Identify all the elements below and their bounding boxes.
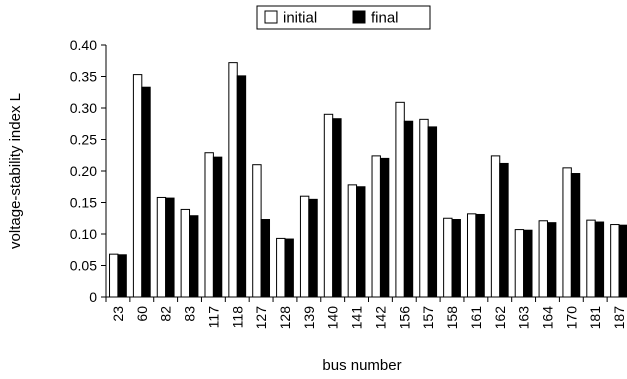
y-tick-label: 0.05 — [70, 258, 97, 274]
bar-initial-139 — [299, 195, 310, 298]
x-tick-label: 181 — [587, 306, 603, 330]
bar-final-60 — [141, 86, 151, 298]
x-tick-label: 83 — [182, 306, 198, 322]
x-tick-label: 161 — [468, 306, 484, 330]
plot-area: 0 0.05 0.10 0.15 0.20 0.25 0.30 0.35 0.40 23 60 82 8… — [70, 37, 627, 329]
legend-swatch-final — [352, 10, 366, 24]
x-tick-label: 127 — [253, 306, 269, 330]
x-tick-label: 141 — [349, 306, 365, 330]
x-tick-label: 164 — [539, 306, 555, 330]
bar-initial-161 — [466, 213, 477, 298]
bar-initial-127 — [252, 164, 262, 298]
bar-final-163 — [523, 229, 533, 298]
x-tick-label: 163 — [516, 306, 532, 330]
bar-final-181 — [594, 221, 605, 298]
bar-final-82 — [165, 197, 175, 298]
bar-final-118 — [236, 75, 247, 298]
y-tick-label: 0.25 — [70, 132, 97, 148]
y-tick-label: 0.35 — [70, 69, 97, 85]
legend: initial final — [256, 5, 431, 30]
bar-initial-23 — [109, 253, 119, 298]
bar-initial-157 — [419, 118, 429, 298]
bar-initial-60 — [132, 74, 143, 298]
bar-initial-117 — [204, 152, 214, 298]
x-tick-label: 140 — [325, 306, 341, 330]
y-tick-label: 0.15 — [70, 195, 97, 211]
x-tick-label: 23 — [110, 306, 126, 322]
bar-final-170 — [570, 173, 581, 298]
bar-initial-162 — [490, 155, 501, 298]
y-tick-label: 0.10 — [70, 226, 97, 242]
bar-final-162 — [499, 162, 509, 298]
bar-final-117 — [212, 156, 223, 298]
bar-initial-118 — [228, 62, 238, 298]
bar-final-156 — [403, 120, 414, 298]
x-tick-label: 157 — [420, 306, 436, 330]
bar-initial-82 — [156, 196, 167, 298]
bar-initial-164 — [538, 220, 548, 298]
x-tick-label: 162 — [492, 306, 508, 330]
bar-initial-170 — [562, 167, 572, 298]
legend-label-final: final — [371, 10, 399, 27]
legend-box — [256, 5, 431, 30]
y-tick-label: 0.20 — [70, 163, 97, 179]
bar-final-161 — [475, 213, 485, 298]
bar-initial-163 — [514, 229, 525, 298]
y-tick-label: 0.40 — [70, 37, 97, 53]
legend-label-initial: initial — [283, 10, 317, 27]
bar-initial-140 — [323, 113, 334, 298]
x-tick-label: 142 — [372, 306, 388, 330]
bar-initial-128 — [276, 237, 286, 298]
bar-final-187 — [618, 224, 627, 298]
bar-final-157 — [427, 126, 438, 298]
bar-final-140 — [332, 118, 342, 298]
x-tick-label: 187 — [611, 306, 627, 330]
bar-final-23 — [117, 254, 127, 298]
bar-initial-142 — [371, 155, 381, 298]
x-tick-label: 117 — [205, 306, 221, 329]
x-tick-label: 170 — [563, 306, 579, 330]
x-tick-label: 156 — [396, 306, 412, 330]
bar-initial-158 — [443, 217, 453, 298]
bar-final-141 — [356, 186, 366, 298]
x-tick-label: 60 — [134, 306, 150, 322]
y-axis-title: voltage-stability index L — [7, 93, 24, 249]
bar-final-128 — [284, 238, 294, 298]
x-tick-label: 158 — [444, 306, 460, 330]
bar-final-127 — [260, 219, 271, 298]
x-axis-title: bus number — [322, 357, 401, 374]
bar-initial-83 — [180, 208, 191, 298]
bar-initial-141 — [347, 184, 358, 298]
bar-final-142 — [379, 157, 390, 298]
bar-final-164 — [546, 222, 557, 298]
bar-initial-187 — [610, 224, 620, 298]
bar-final-158 — [451, 219, 461, 298]
x-tick-label: 128 — [277, 306, 293, 330]
x-tick-label: 118 — [229, 306, 245, 329]
x-tick-label: 139 — [301, 306, 317, 330]
bar-initial-181 — [586, 219, 596, 298]
legend-swatch-initial — [264, 10, 278, 24]
bar-initial-156 — [395, 101, 405, 298]
y-tick-label: 0 — [89, 289, 97, 305]
bar-final-139 — [308, 198, 318, 298]
y-tick-label: 0.30 — [70, 100, 97, 116]
bar-final-83 — [189, 215, 199, 298]
x-tick-label: 82 — [158, 306, 174, 322]
